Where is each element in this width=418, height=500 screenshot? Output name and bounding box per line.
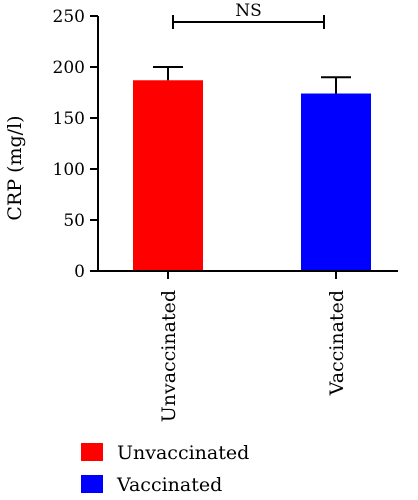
- y-tick-label: 100: [53, 160, 85, 180]
- y-tick-label: 200: [53, 58, 85, 78]
- legend-swatch: [81, 475, 103, 493]
- y-tick-label: 50: [63, 211, 85, 231]
- significance-label: NS: [235, 1, 262, 21]
- x-tick-label: Vaccinated: [326, 290, 348, 396]
- y-tick-label: 150: [53, 109, 85, 129]
- y-tick-label: 0: [74, 262, 85, 282]
- y-tick-label: 250: [53, 7, 85, 27]
- bars: [133, 80, 371, 272]
- legend-label: Vaccinated: [116, 474, 222, 496]
- legend: Unvaccinated Vaccinated: [81, 442, 249, 496]
- y-axis-title: CRP (mg/l): [4, 115, 26, 220]
- legend-swatch: [81, 443, 103, 461]
- y-axis: 0 50 100 150 200 250: [53, 7, 99, 282]
- bar-unvaccinated: [133, 80, 203, 271]
- x-axis: Unvaccinated Vaccinated: [97, 270, 398, 422]
- legend-label: Unvaccinated: [117, 442, 249, 464]
- x-tick-label: Unvaccinated: [158, 290, 180, 422]
- error-bars: [153, 66, 351, 94]
- bar-vaccinated: [301, 93, 371, 272]
- significance-bracket: NS: [172, 1, 325, 29]
